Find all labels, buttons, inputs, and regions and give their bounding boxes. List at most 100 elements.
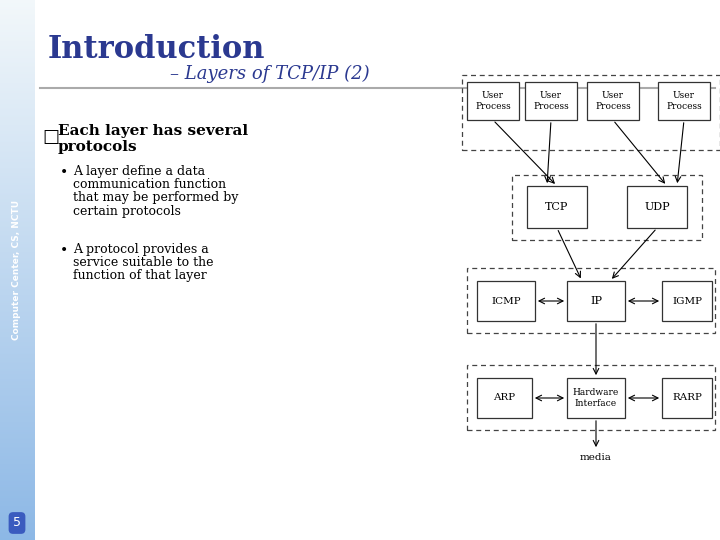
Bar — [0, 404, 35, 405]
Bar — [0, 170, 35, 171]
Bar — [0, 437, 35, 438]
Bar — [0, 486, 35, 487]
Bar — [0, 13, 35, 14]
Bar — [0, 426, 35, 427]
Bar — [0, 371, 35, 372]
Bar — [0, 30, 35, 31]
Bar — [0, 327, 35, 328]
Bar — [0, 316, 35, 317]
Bar — [0, 348, 35, 349]
Bar — [0, 74, 35, 75]
Bar — [0, 82, 35, 83]
Bar — [0, 501, 35, 502]
Text: Hardware
Interface: Hardware Interface — [573, 388, 619, 408]
Bar — [0, 312, 35, 313]
Bar — [0, 194, 35, 195]
Bar — [0, 273, 35, 274]
Text: UDP: UDP — [644, 202, 670, 212]
Bar — [0, 188, 35, 189]
Bar — [0, 104, 35, 105]
Bar — [0, 456, 35, 457]
Bar — [0, 1, 35, 2]
Bar — [525, 82, 577, 120]
Bar — [0, 382, 35, 383]
Bar — [0, 333, 35, 334]
Bar — [0, 515, 35, 516]
Bar — [0, 463, 35, 464]
Bar — [0, 408, 35, 409]
Bar — [0, 524, 35, 525]
Bar — [0, 291, 35, 292]
Bar — [0, 347, 35, 348]
Bar — [0, 275, 35, 276]
Bar — [0, 256, 35, 257]
Bar — [0, 494, 35, 495]
Bar — [0, 420, 35, 421]
Bar — [0, 49, 35, 50]
Bar — [0, 5, 35, 6]
Bar — [0, 386, 35, 387]
Bar — [0, 314, 35, 315]
Bar — [0, 377, 35, 378]
Bar — [0, 534, 35, 535]
Bar — [0, 392, 35, 393]
Bar — [0, 448, 35, 449]
Text: TCP: TCP — [545, 202, 569, 212]
Bar — [0, 418, 35, 419]
Bar — [0, 72, 35, 73]
Text: □: □ — [42, 128, 59, 146]
Bar — [0, 168, 35, 169]
Text: User
Process: User Process — [533, 91, 569, 111]
Bar — [0, 427, 35, 428]
Bar — [0, 116, 35, 117]
Bar — [467, 268, 715, 333]
Bar — [0, 218, 35, 219]
Bar — [0, 33, 35, 34]
Bar — [0, 265, 35, 266]
Bar — [0, 535, 35, 536]
Bar — [0, 297, 35, 298]
Bar — [0, 472, 35, 473]
Bar — [0, 419, 35, 420]
Bar — [0, 318, 35, 319]
Bar — [0, 344, 35, 345]
Bar — [0, 538, 35, 539]
Bar — [0, 247, 35, 248]
Bar — [0, 403, 35, 404]
Bar — [0, 209, 35, 210]
Bar — [0, 519, 35, 520]
Bar — [0, 115, 35, 116]
Bar — [0, 523, 35, 524]
Bar — [0, 301, 35, 302]
Bar — [0, 401, 35, 402]
Bar — [0, 483, 35, 484]
Bar — [0, 56, 35, 57]
Bar — [0, 300, 35, 301]
Bar — [0, 17, 35, 18]
Bar — [0, 195, 35, 196]
Text: certain protocols: certain protocols — [73, 205, 181, 218]
Bar — [0, 86, 35, 87]
Bar — [0, 452, 35, 453]
Bar — [0, 464, 35, 465]
Bar — [0, 455, 35, 456]
Bar — [0, 493, 35, 494]
Bar — [0, 18, 35, 19]
Bar — [0, 433, 35, 434]
Bar — [0, 248, 35, 249]
Bar — [0, 85, 35, 86]
Bar — [0, 336, 35, 337]
Bar — [0, 241, 35, 242]
Text: User
Process: User Process — [666, 91, 702, 111]
Bar — [0, 236, 35, 237]
Bar — [0, 100, 35, 101]
Bar — [0, 362, 35, 363]
Text: that may be performed by: that may be performed by — [73, 192, 238, 205]
Bar — [0, 425, 35, 426]
Bar — [0, 42, 35, 43]
Bar — [0, 529, 35, 530]
Bar — [0, 450, 35, 451]
Bar — [0, 212, 35, 213]
Bar — [0, 412, 35, 413]
Bar — [0, 270, 35, 271]
